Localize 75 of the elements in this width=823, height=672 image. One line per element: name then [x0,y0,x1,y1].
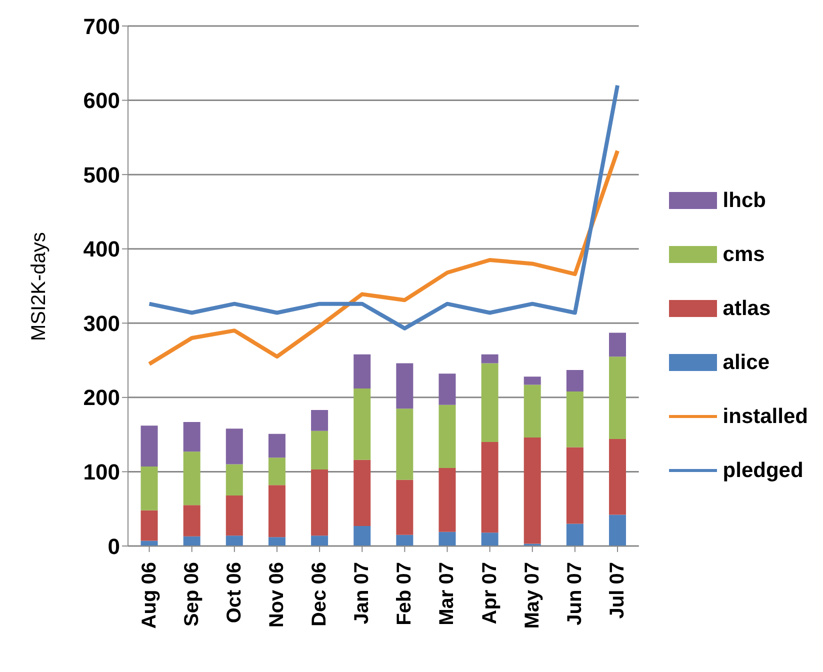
bar [354,460,371,526]
bar [311,410,328,431]
bar [566,524,584,546]
bar [226,536,243,546]
bar [140,466,158,510]
bar [396,363,414,409]
y-tick-label: 600 [83,88,120,114]
y-tick-label: 200 [83,385,120,410]
bar [566,370,584,392]
bar [140,426,158,467]
x-tick-label: Sep 06 [180,562,203,626]
bar [140,510,158,541]
bar [396,408,414,480]
legend-label: lhcb [722,188,766,212]
bar [226,495,243,536]
bar [226,428,243,464]
bar [438,468,456,532]
legend-label: installed [722,404,808,428]
bar [354,354,371,389]
bar [226,464,243,496]
bar [438,404,456,468]
bar [354,388,371,460]
x-tick-label: Apr 07 [478,562,501,624]
bar [183,422,200,452]
bar [311,536,328,546]
bar [609,514,626,546]
bar [524,376,541,385]
bar [183,452,200,506]
y-tick-label: 300 [83,310,120,336]
bar [481,442,498,533]
bar [609,439,626,515]
bar [311,469,328,536]
legend-label: pledged [722,458,804,482]
bar [183,505,200,536]
y-tick-label: 100 [83,460,120,485]
y-tick-label: 700 [83,14,120,39]
bar [481,354,498,364]
x-tick-label: Jul 07 [606,562,629,619]
bar [438,374,456,405]
bar [566,447,584,524]
x-tick-label: Feb 07 [394,562,416,626]
legend-label: alice [722,350,770,374]
y-tick-label: 500 [83,162,120,188]
x-tick-label: Jun 07 [564,562,586,626]
bar [396,480,414,535]
y-tick-label: 400 [83,236,120,262]
legend-label: cms [722,242,765,266]
bar [268,434,286,458]
bar [311,430,328,470]
x-tick-label: Dec 06 [308,562,331,626]
bar [438,532,456,546]
bar [268,537,286,546]
bar [609,356,626,440]
legend-label: atlas [722,296,771,320]
bar [481,532,498,546]
x-tick-label: May 07 [521,562,544,629]
y-axis-title: MSI2K-days [28,232,50,341]
x-tick-label: Nov 06 [266,562,288,628]
bar [268,485,286,538]
bar [609,332,626,357]
y-tick-label: 0 [108,534,120,559]
bar [396,534,414,546]
bar [183,536,200,546]
bar [354,526,371,546]
x-tick-label: Jan 07 [351,562,374,624]
x-tick-label: Mar 07 [436,562,458,626]
bar [524,438,541,544]
x-tick-label: Oct 06 [223,562,246,624]
line-series [147,83,620,330]
x-tick-label: Aug 06 [138,562,160,629]
bar [524,384,541,438]
bar [481,363,498,442]
bar [566,391,584,448]
bar [268,458,286,486]
line-series [147,148,620,366]
